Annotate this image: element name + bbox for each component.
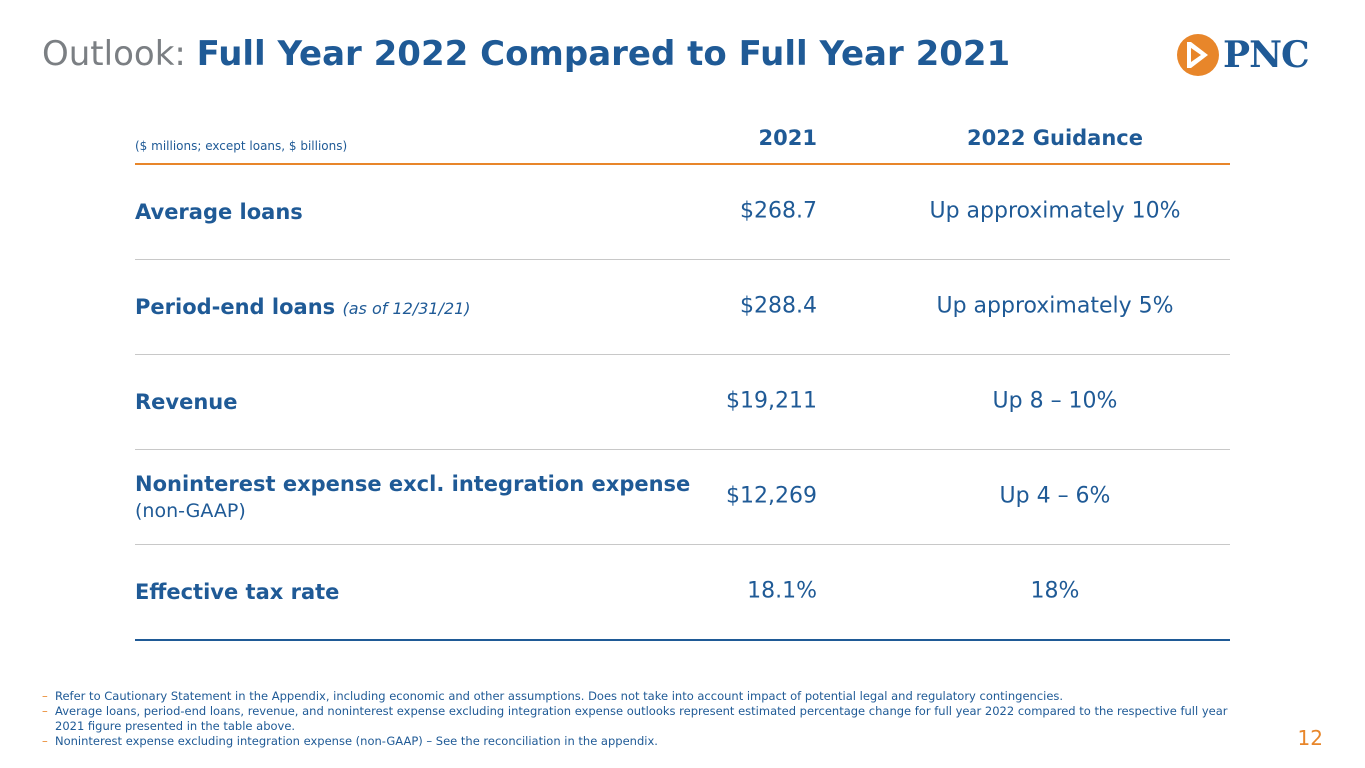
row-label-note: (as of 12/31/21) bbox=[342, 299, 471, 318]
title-main: Full Year 2022 Compared to Full Year 202… bbox=[196, 34, 1011, 74]
row-label-sub: (non-GAAP) bbox=[135, 500, 246, 522]
row-guidance: 18% bbox=[1030, 578, 1080, 604]
table-header: ($ millions; except loans, $ billions) 2… bbox=[135, 115, 1230, 165]
column-header-guidance: 2022 Guidance bbox=[967, 126, 1143, 150]
row-label-text: Average loans bbox=[135, 200, 303, 224]
table-row: Average loans $268.7 Up approximately 10… bbox=[135, 165, 1230, 260]
footnote: Refer to Cautionary Statement in the App… bbox=[42, 689, 1252, 704]
row-label: Average loans bbox=[135, 200, 303, 224]
row-label: Period-end loans (as of 12/31/21) bbox=[135, 295, 471, 319]
table-row: Period-end loans (as of 12/31/21) $288.4… bbox=[135, 260, 1230, 355]
row-label-text: Revenue bbox=[135, 390, 238, 414]
row-value-2021: $268.7 bbox=[740, 198, 817, 224]
row-value-2021: $19,211 bbox=[726, 388, 817, 414]
row-label: Revenue bbox=[135, 390, 238, 414]
row-value-2021: $288.4 bbox=[740, 293, 817, 319]
title-prefix: Outlook: bbox=[42, 34, 186, 74]
footnotes: Refer to Cautionary Statement in the App… bbox=[42, 689, 1252, 749]
row-value-2021: $12,269 bbox=[726, 483, 817, 509]
row-guidance: Up approximately 10% bbox=[929, 198, 1181, 224]
table-row: Noninterest expense excl. integration ex… bbox=[135, 450, 1230, 545]
row-label-text: Noninterest expense excl. integration ex… bbox=[135, 472, 691, 496]
pnc-logo: PNC bbox=[1175, 32, 1330, 78]
row-label: Effective tax rate bbox=[135, 580, 339, 604]
page-number: 12 bbox=[1297, 726, 1323, 750]
outlook-table: ($ millions; except loans, $ billions) 2… bbox=[135, 115, 1230, 641]
row-guidance: Up 4 – 6% bbox=[999, 483, 1111, 509]
row-value-2021: 18.1% bbox=[747, 578, 817, 604]
table-row: Revenue $19,211 Up 8 – 10% bbox=[135, 355, 1230, 450]
column-header-2021: 2021 bbox=[758, 126, 817, 150]
footnote: Noninterest expense excluding integratio… bbox=[42, 734, 1252, 749]
pnc-arrow-logo-icon bbox=[1177, 34, 1219, 76]
footnote: Average loans, period-end loans, revenue… bbox=[42, 704, 1252, 734]
row-guidance: Up 8 – 10% bbox=[992, 388, 1118, 414]
row-label-text: Effective tax rate bbox=[135, 580, 340, 604]
logo-wordmark: PNC bbox=[1223, 34, 1310, 76]
page-title: Outlook: Full Year 2022 Compared to Full… bbox=[42, 30, 1010, 78]
row-label-text: Period-end loans bbox=[135, 295, 336, 319]
units-note: ($ millions; except loans, $ billions) bbox=[135, 139, 348, 153]
row-guidance: Up approximately 5% bbox=[936, 293, 1174, 319]
table-row: Effective tax rate 18.1% 18% bbox=[135, 545, 1230, 641]
row-label: Noninterest expense excl. integration ex… bbox=[135, 472, 690, 522]
